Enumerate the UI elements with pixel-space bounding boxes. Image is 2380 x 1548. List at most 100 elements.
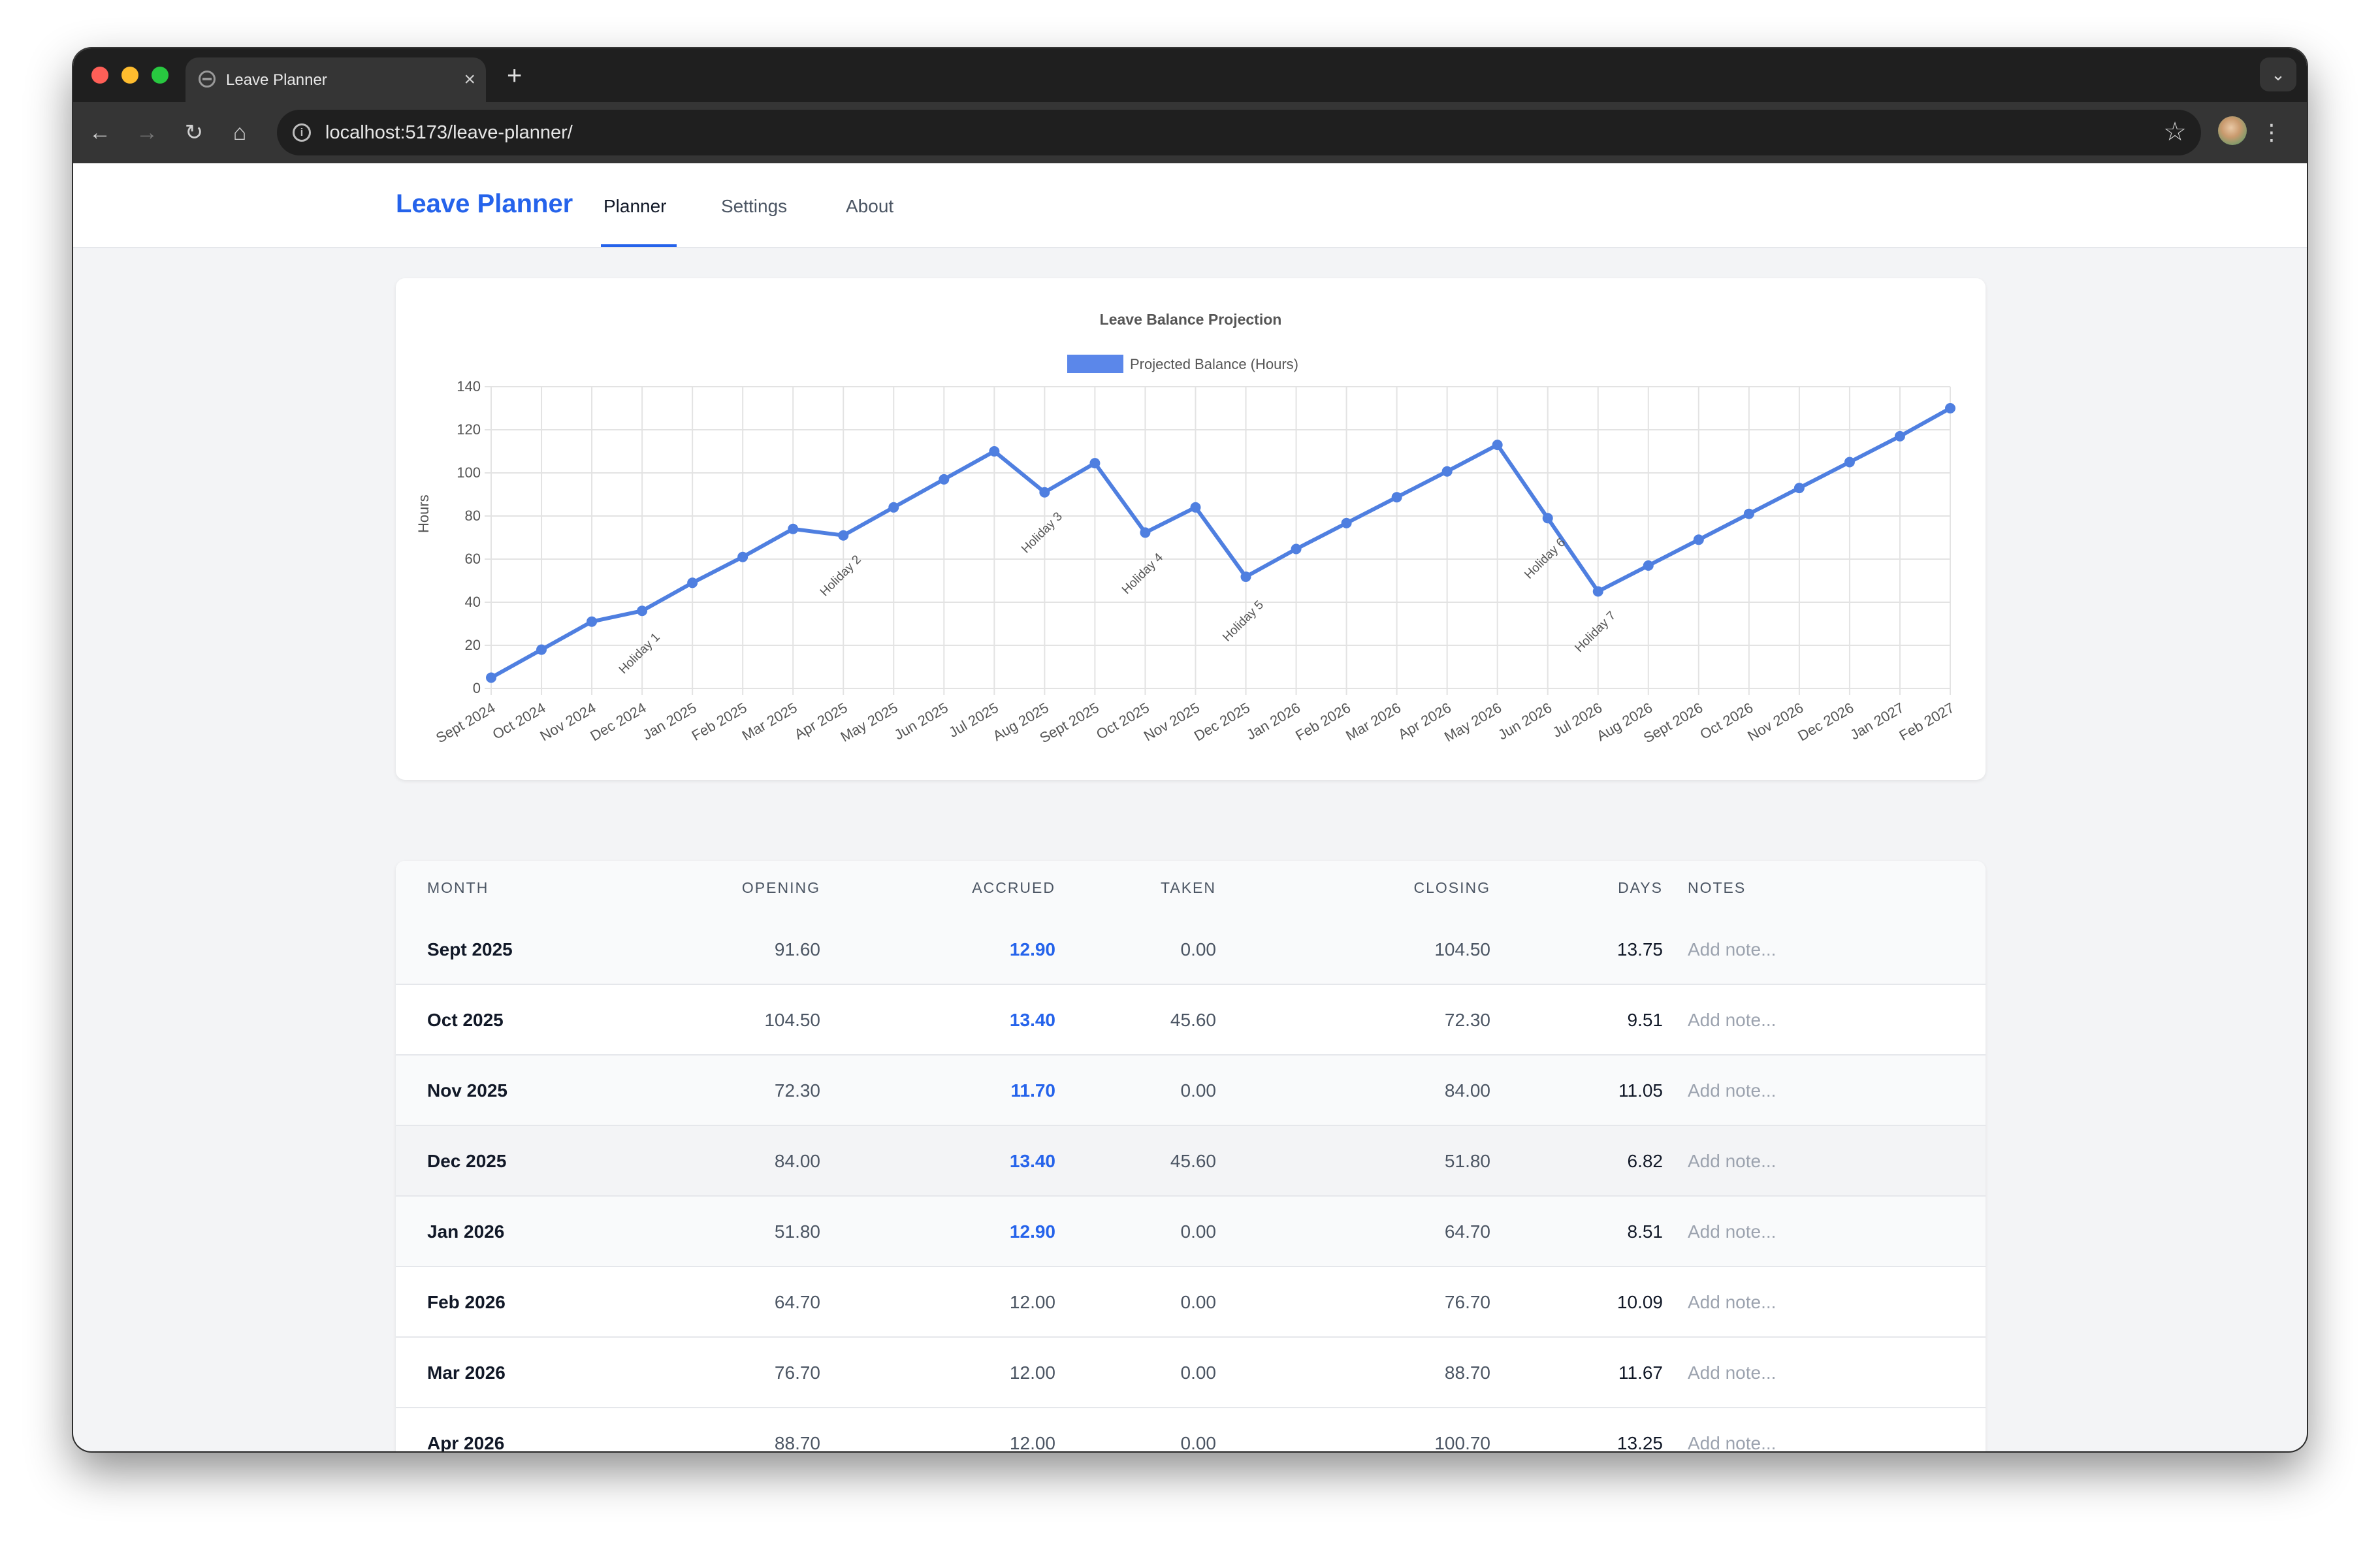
address-bar[interactable]: i localhost:5173/leave-planner/ ☆	[277, 110, 2201, 155]
data-point	[1643, 560, 1654, 571]
data-point	[1089, 458, 1101, 469]
cell-accrued: 12.00	[1009, 1363, 1055, 1383]
data-point	[989, 446, 1000, 457]
x-tick-label: Feb 2027	[1896, 700, 1957, 744]
note-input[interactable]: Add note...	[1688, 1363, 1777, 1383]
header-notes: NOTES	[1688, 879, 1746, 896]
cell-taken: 0.00	[1180, 1433, 1217, 1451]
cell-closing: 51.80	[1444, 1151, 1490, 1171]
cell-month: Dec 2025	[427, 1151, 507, 1171]
header-accrued: ACCRUED	[972, 879, 1055, 896]
close-window-button[interactable]	[91, 67, 108, 84]
url-text[interactable]: localhost:5173/leave-planner/	[325, 122, 573, 143]
cell-accrued: 12.90	[1009, 1221, 1055, 1242]
note-input[interactable]: Add note...	[1688, 1010, 1777, 1030]
cell-days: 9.51	[1627, 1010, 1664, 1030]
x-tick-label: Oct 2024	[490, 700, 549, 743]
holiday-annotation: Holiday 2	[818, 553, 864, 599]
note-input[interactable]: Add note...	[1688, 1080, 1777, 1101]
maximize-window-button[interactable]	[152, 67, 169, 84]
y-tick-label: 140	[457, 378, 481, 395]
data-point	[587, 616, 598, 627]
tab-title: Leave Planner	[226, 71, 327, 89]
note-input[interactable]: Add note...	[1688, 1433, 1777, 1451]
home-icon[interactable]: ⌂	[233, 120, 247, 145]
nav-settings[interactable]: Settings	[721, 196, 788, 216]
browser-window: Leave Planner × + ⌄ ← → ↻ ⌂ i localhost:…	[73, 48, 2307, 1451]
cell-days: 8.51	[1627, 1221, 1664, 1242]
table-row[interactable]: Feb 2026 64.70 12.00 0.00 76.70 10.09 Add note…	[396, 1267, 1986, 1338]
tab-strip: Leave Planner × + ⌄	[73, 48, 2307, 102]
table-row[interactable]: Jan 2026 51.80 12.90 0.00 64.70 8.51 Add note.…	[396, 1197, 1986, 1267]
globe-icon	[199, 71, 216, 88]
site-info-icon[interactable]: i	[293, 123, 311, 142]
holiday-annotation: Holiday 5	[1220, 598, 1266, 645]
reload-icon[interactable]: ↻	[184, 120, 204, 145]
close-tab-icon[interactable]: ×	[464, 69, 475, 90]
legend-swatch	[1067, 355, 1123, 373]
cell-taken: 0.00	[1180, 939, 1217, 959]
page-viewport: Leave Planner Planner Settings About Lea…	[73, 163, 2307, 1451]
table-row[interactable]: Oct 2025 104.50 13.40 45.60 72.30 9.51 Add not…	[396, 985, 1986, 1056]
x-tick-label: Dec 2026	[1795, 700, 1856, 745]
cell-month: Jan 2026	[427, 1221, 505, 1242]
cell-taken: 45.60	[1170, 1151, 1216, 1171]
note-input[interactable]: Add note...	[1688, 1221, 1777, 1242]
holiday-annotation: Holiday 4	[1119, 551, 1166, 597]
x-tick-label: Jan 2027	[1848, 700, 1907, 743]
nav-about[interactable]: About	[846, 196, 894, 216]
forward-arrow-icon[interactable]: →	[136, 120, 158, 145]
bookmark-star-icon[interactable]: ☆	[2163, 118, 2187, 146]
data-point	[687, 577, 698, 589]
data-point	[838, 530, 849, 541]
data-point	[1743, 508, 1754, 519]
y-tick-label: 20	[465, 637, 481, 653]
back-arrow-icon[interactable]: ←	[89, 120, 111, 145]
cell-opening: 88.70	[774, 1433, 820, 1451]
x-tick-label: May 2026	[1441, 700, 1504, 745]
x-tick-label: Nov 2024	[538, 700, 599, 745]
x-tick-label: Dec 2024	[588, 700, 649, 745]
note-input[interactable]: Add note...	[1688, 939, 1777, 959]
cell-days: 11.67	[1618, 1363, 1663, 1383]
table-row[interactable]: Mar 2026 76.70 12.00 0.00 88.70 11.67 Add note…	[396, 1338, 1986, 1408]
cell-taken: 0.00	[1180, 1221, 1217, 1242]
cell-opening: 84.00	[774, 1151, 820, 1171]
cell-closing: 72.30	[1444, 1010, 1490, 1030]
cell-accrued: 12.00	[1009, 1292, 1055, 1312]
browser-tab[interactable]: Leave Planner ×	[185, 57, 486, 102]
tab-search-chevron-icon[interactable]: ⌄	[2260, 57, 2296, 91]
new-tab-icon[interactable]: +	[507, 61, 523, 90]
cell-opening: 51.80	[774, 1221, 820, 1242]
profile-avatar[interactable]	[2218, 116, 2247, 145]
cell-accrued: 12.00	[1009, 1433, 1055, 1451]
table-row[interactable]: Sept 2025 91.60 12.90 0.00 104.50 13.75 Add no…	[396, 914, 1986, 985]
table-row[interactable]: Nov 2025 72.30 11.70 0.00 84.00 11.05 Add note…	[396, 1056, 1986, 1126]
cell-taken: 0.00	[1180, 1363, 1217, 1383]
browser-menu-icon[interactable]: ⋮	[2260, 120, 2283, 145]
data-point	[1693, 534, 1704, 545]
note-input[interactable]: Add note...	[1688, 1151, 1777, 1171]
minimize-window-button[interactable]	[121, 67, 138, 84]
x-tick-label: Jun 2026	[1495, 700, 1554, 743]
data-point	[1542, 513, 1553, 524]
note-input[interactable]: Add note...	[1688, 1292, 1777, 1312]
x-tick-label: Mar 2026	[1343, 700, 1404, 744]
x-tick-label: Nov 2026	[1745, 700, 1806, 745]
data-point	[737, 551, 748, 562]
active-nav-indicator	[601, 244, 677, 247]
data-point	[1291, 543, 1302, 555]
table-row[interactable]: Dec 2025 84.00 13.40 45.60 51.80 6.82 Add note…	[396, 1126, 1986, 1197]
y-tick-label: 60	[465, 551, 481, 567]
data-point	[536, 644, 547, 655]
x-tick-label: Feb 2026	[1293, 700, 1353, 744]
header-opening: OPENING	[741, 879, 820, 896]
app-brand[interactable]: Leave Planner	[396, 189, 573, 218]
header-month: MONTH	[427, 879, 489, 896]
y-tick-label: 40	[465, 594, 481, 610]
data-point	[1844, 457, 1855, 468]
table-row[interactable]: Apr 2026 88.70 12.00 0.00 100.70 13.25 Add not…	[396, 1408, 1986, 1451]
cell-opening: 64.70	[774, 1292, 820, 1312]
nav-planner[interactable]: Planner	[603, 196, 667, 216]
